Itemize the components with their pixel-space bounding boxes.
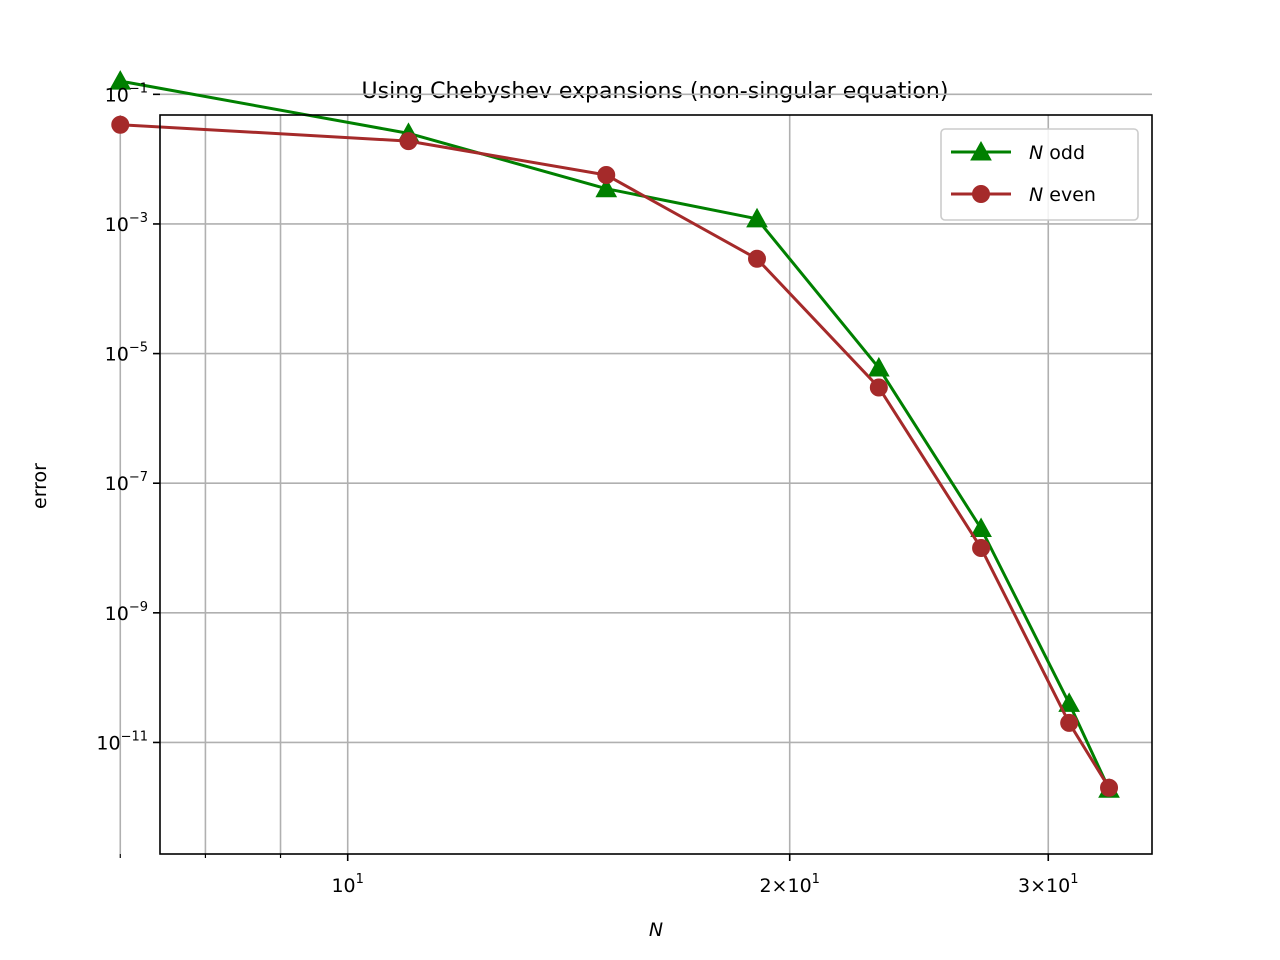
data-point [748, 249, 767, 268]
series-line [120, 123, 1111, 789]
y-tick-label: 10−3 [105, 211, 148, 236]
data-point [111, 115, 130, 134]
legend-label: N odd [1029, 142, 1085, 164]
x-tick-label: 2×101 [759, 872, 819, 897]
legend-marker [970, 140, 992, 161]
data-point [1060, 713, 1079, 732]
legend-label: N even [1029, 184, 1096, 206]
data-point [109, 70, 132, 90]
legend-marker [972, 185, 990, 203]
data-point [595, 177, 618, 198]
y-tick-label: 10−7 [105, 470, 148, 495]
data-point [970, 517, 992, 538]
x-tick-label: 101 [331, 872, 363, 897]
data-point [746, 207, 768, 228]
y-tick-label: 10−5 [105, 341, 148, 366]
x-axis-label: N [649, 919, 663, 941]
series-odd [109, 70, 1120, 798]
legend: N odd N even [940, 128, 1139, 221]
data-point [867, 356, 890, 377]
y-axis-label: error [29, 463, 51, 509]
series-even [111, 115, 1119, 797]
data-point [399, 132, 418, 151]
data-point [972, 539, 991, 558]
grid [119, 93, 1152, 854]
y-tick-label: 10−1 [105, 81, 148, 106]
y-tick-label: 10−11 [96, 729, 148, 754]
data-point [597, 165, 616, 184]
ticks: 10−1 10−3 10−5 10−7 10−9 10−11 101 2×101 3×101 [96, 81, 1078, 897]
chart-title: Using Chebyshev expansions (non-singular… [362, 79, 949, 104]
series-layer [109, 70, 1120, 798]
data-point [869, 378, 888, 397]
y-tick-label: 10−9 [105, 600, 148, 625]
series-line [120, 79, 1111, 790]
x-tick-label: 3×101 [1018, 872, 1078, 897]
data-point [1058, 692, 1081, 712]
data-point [1100, 778, 1119, 797]
plot-area-frame [159, 114, 1153, 855]
